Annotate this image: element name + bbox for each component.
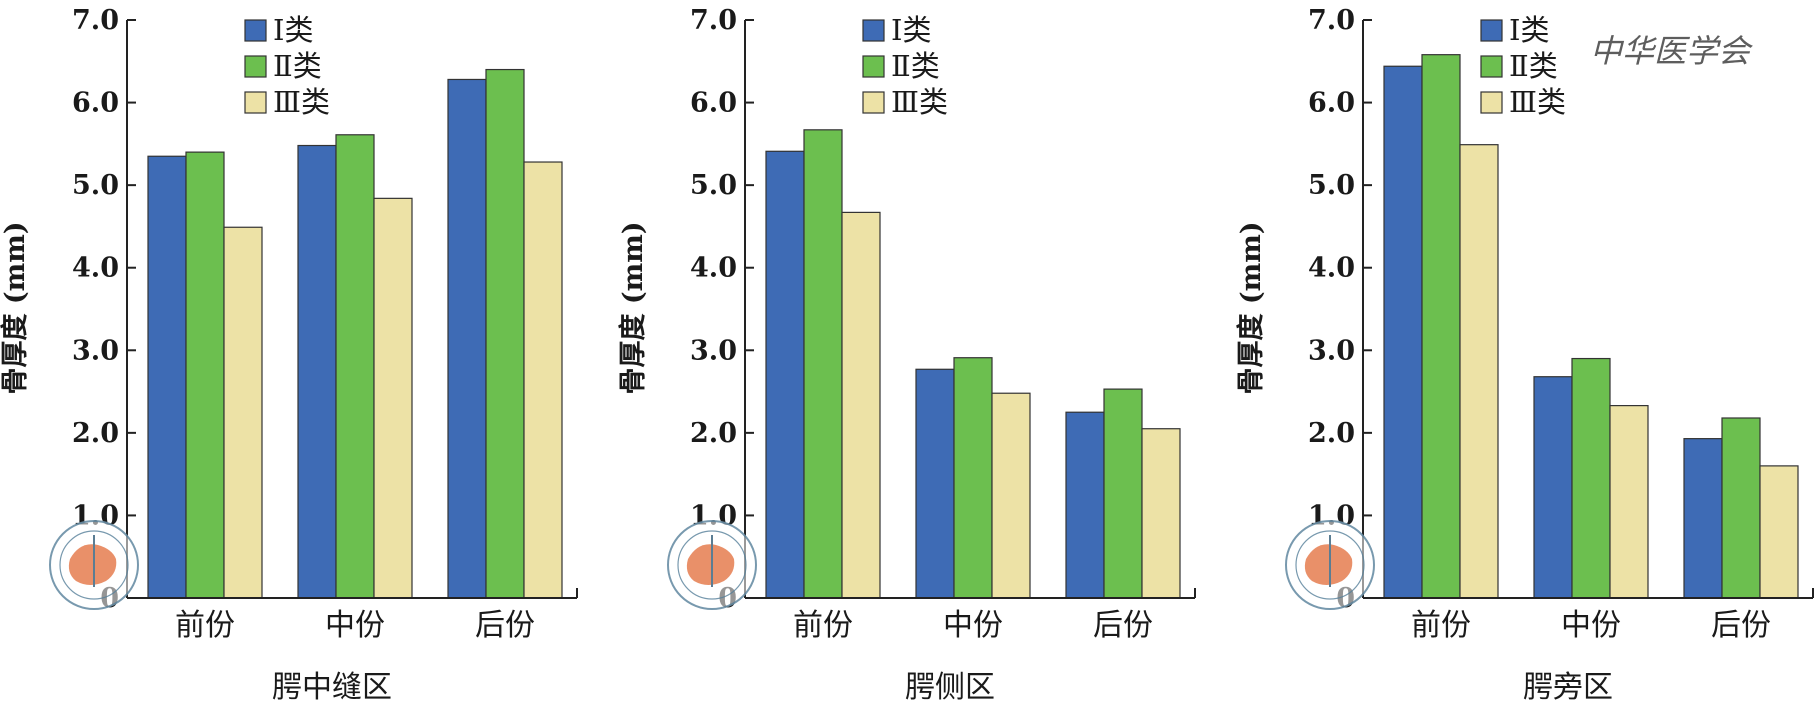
category-label: 前份 [175,608,235,643]
x-axis-title: 腭旁区 [1523,670,1613,705]
y-tick-label: 3.0 [690,335,737,366]
bar-3-3 [523,161,563,599]
bar-3-3 [1141,428,1181,599]
watermark-text: 中华医学会 [1590,32,1753,70]
category-label: 中份 [943,608,1003,643]
y-tick-label: 4.0 [1308,253,1355,284]
legend-label: Ⅲ类 [273,85,330,119]
bar-2-2 [335,134,375,599]
legend-swatch [1480,91,1503,114]
legend-label: Ⅲ类 [891,85,948,119]
bar-1-3 [1065,411,1105,599]
y-tick-label: 7.0 [690,5,737,36]
legend-swatch [244,19,267,42]
y-tick-label: 2.0 [690,418,737,449]
bar-2-3 [1103,388,1143,599]
legend-swatch [244,55,267,78]
category-label: 前份 [1411,608,1471,643]
y-axis-title: 骨厚度 (mm) [1235,221,1267,394]
bar-2-2 [1571,357,1611,599]
category-label: 中份 [1561,608,1621,643]
bar-3-1 [841,211,881,599]
seal-inner-ring [1295,530,1365,600]
x-axis-title: 腭中缝区 [272,670,392,705]
bar-2-3 [485,68,525,599]
seal-map-shape [1304,544,1353,585]
bar-1-3 [447,78,487,599]
y-tick-label: 5.0 [1308,170,1355,201]
category-label: 后份 [1711,608,1771,643]
association-seal-logo [1285,520,1375,610]
seal-inner-ring [59,530,129,600]
y-tick-label: 7.0 [72,5,119,36]
y-tick-label: 4.0 [690,253,737,284]
y-tick-label: 6.0 [1308,88,1355,119]
y-tick-label: 2.0 [1308,418,1355,449]
y-tick-label: 3.0 [72,335,119,366]
legend-swatch [862,19,885,42]
y-tick-label: 5.0 [690,170,737,201]
bar-1-2 [915,368,955,599]
legend-label: Ⅱ类 [891,49,940,83]
bar-3-2 [373,197,413,599]
y-axis-title: 骨厚度 (mm) [617,221,649,394]
legend-label: Ⅰ类 [891,13,931,47]
legend-swatch [862,91,885,114]
bar-1-1 [1383,65,1423,599]
bar-1-2 [297,144,337,599]
legend-label: Ⅱ类 [1509,49,1558,83]
y-tick-label: 6.0 [690,88,737,119]
bar-2-1 [1421,54,1461,599]
association-seal-logo [49,520,139,610]
bar-2-3 [1721,417,1761,599]
legend-swatch [1480,55,1503,78]
seal-map-shape [686,544,735,585]
seal-map-shape [68,544,117,585]
category-label: 中份 [325,608,385,643]
legend-swatch [1480,19,1503,42]
category-label: 后份 [1093,608,1153,643]
category-label: 后份 [475,608,535,643]
legend-label: Ⅰ类 [1509,13,1549,47]
y-axis-title: 骨厚度 (mm) [0,221,31,394]
legend-label: Ⅲ类 [1509,85,1566,119]
y-tick-label: 3.0 [1308,335,1355,366]
bar-2-1 [185,151,225,599]
y-tick-label: 4.0 [72,253,119,284]
bar-3-1 [1459,144,1499,599]
association-seal-logo [667,520,757,610]
y-tick-label: 2.0 [72,418,119,449]
bar-3-2 [1609,405,1649,599]
legend-swatch [244,91,267,114]
bar-1-3 [1683,438,1723,599]
y-tick-label: 7.0 [1308,5,1355,36]
bar-3-1 [223,226,263,599]
bar-3-2 [991,392,1031,599]
y-tick-label: 6.0 [72,88,119,119]
bar-3-3 [1759,465,1799,599]
legend-label: Ⅱ类 [273,49,322,83]
category-label: 前份 [793,608,853,643]
seal-inner-ring [677,530,747,600]
legend-swatch [862,55,885,78]
legend-label: Ⅰ类 [273,13,313,47]
bar-1-1 [765,150,805,599]
bar-1-1 [147,155,187,599]
x-axis-title: 腭侧区 [905,670,995,705]
bar-2-1 [803,129,843,599]
y-tick-label: 5.0 [72,170,119,201]
bar-2-2 [953,357,993,599]
bar-1-2 [1533,376,1573,599]
